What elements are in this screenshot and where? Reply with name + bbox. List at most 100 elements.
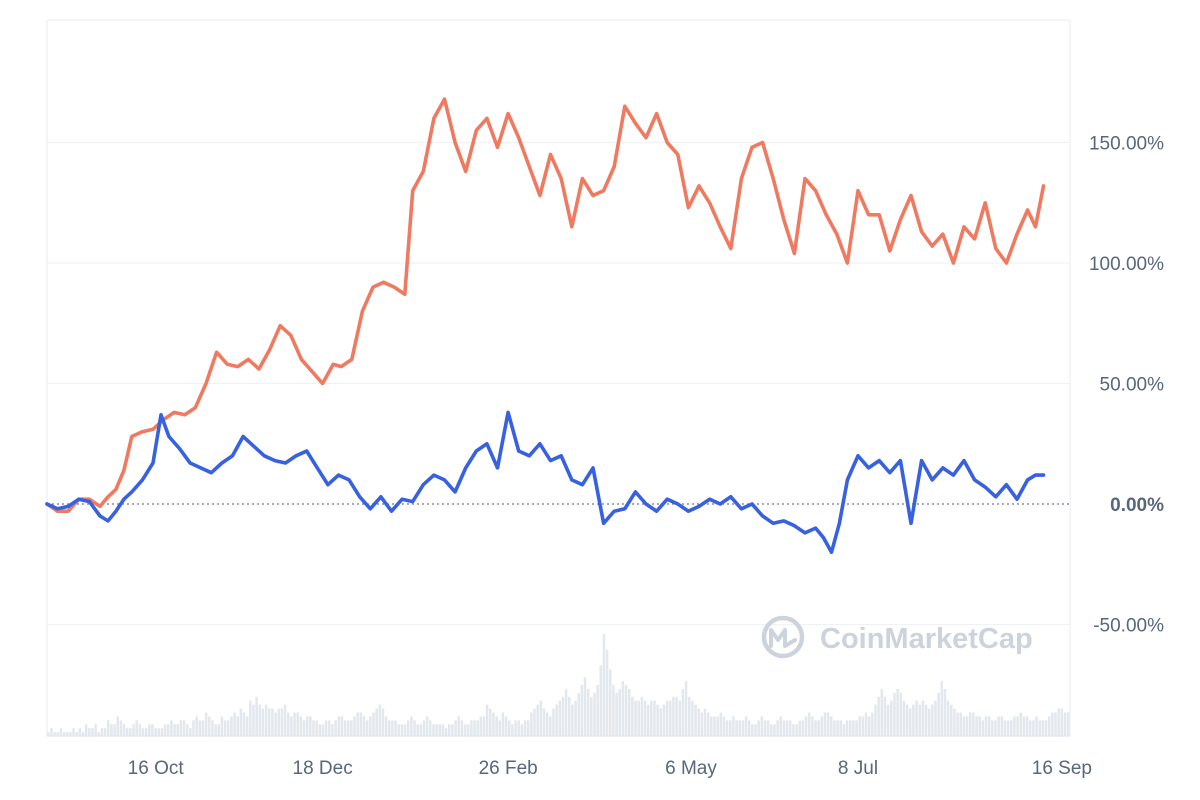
volume-bar — [350, 720, 353, 736]
volume-bar — [217, 724, 221, 736]
volume-bar — [567, 696, 571, 736]
volume-bars — [47, 634, 1070, 736]
volume-bar — [463, 724, 467, 736]
volume-bar — [700, 712, 704, 736]
volume-bar — [520, 724, 524, 736]
volume-bar — [261, 708, 265, 736]
volume-bar — [1028, 720, 1032, 736]
volume-bar — [195, 716, 198, 736]
volume-bar — [119, 720, 123, 736]
y-tick-label: 0.00% — [1110, 495, 1164, 516]
volume-bar — [305, 716, 309, 736]
volume-bar — [394, 720, 397, 736]
volume-bar — [1060, 708, 1064, 736]
volume-bar — [132, 724, 135, 736]
volume-bar — [182, 720, 186, 736]
volume-bar — [912, 704, 915, 736]
volume-bar — [201, 720, 205, 736]
volume-bar — [334, 720, 337, 736]
volume-bar — [69, 732, 72, 736]
volume-bar — [103, 728, 107, 736]
volume-bar — [1063, 712, 1067, 736]
volume-bar — [391, 720, 394, 736]
volume-bar — [214, 724, 217, 736]
volume-bar — [1066, 712, 1070, 736]
volume-bar — [226, 720, 230, 736]
volume-bar — [457, 716, 460, 736]
volume-bar — [492, 712, 495, 736]
volume-bar — [792, 724, 795, 736]
volume-bar — [498, 720, 502, 736]
volume-bar — [763, 720, 767, 736]
volume-bar — [782, 720, 786, 736]
volume-bar — [747, 720, 751, 736]
volume-bar — [811, 716, 814, 736]
volume-bar — [125, 728, 129, 736]
volume-bar — [302, 720, 306, 736]
volume-bar — [596, 685, 599, 736]
volume-bar — [766, 720, 770, 736]
volume-bar — [501, 712, 505, 736]
volume-bar — [994, 720, 997, 736]
volume-bar — [729, 720, 732, 736]
volume-bar — [864, 712, 868, 736]
volume-bar — [444, 728, 448, 736]
volume-bar — [833, 720, 836, 736]
volume-bar — [264, 704, 268, 736]
volume-bar — [776, 720, 779, 736]
series-lines[interactable] — [45, 97, 1046, 554]
volume-bar — [1041, 720, 1045, 736]
volume-bar — [274, 712, 277, 736]
volume-bar — [144, 728, 148, 736]
volume-bar — [650, 700, 653, 736]
volume-bar — [706, 712, 710, 736]
volume-bar — [681, 688, 685, 736]
volume-bar — [179, 720, 183, 736]
volume-bar — [997, 716, 1000, 736]
volume-bar — [921, 700, 925, 736]
volume-bar — [495, 716, 498, 736]
volume-bar — [489, 708, 492, 736]
volume-bar — [1047, 716, 1051, 736]
volume-bar — [905, 704, 909, 736]
volume-bar — [62, 732, 66, 736]
volume-bar — [372, 712, 375, 736]
volume-bar — [820, 716, 824, 736]
volume-bar — [1038, 720, 1041, 736]
volume-bar — [590, 696, 593, 736]
volume-bar — [580, 685, 584, 736]
volume-bar — [987, 716, 991, 736]
volume-bar — [1019, 712, 1023, 736]
volume-bar — [902, 700, 906, 736]
volume-bar — [981, 720, 985, 736]
volume-bar — [84, 724, 88, 736]
volume-bar — [220, 716, 224, 736]
volume-bar — [189, 728, 192, 736]
volume-bar — [485, 704, 489, 736]
volume-bar — [1022, 716, 1026, 736]
volume-bar — [697, 708, 700, 736]
volume-bar — [312, 720, 315, 736]
volume-bar — [561, 696, 565, 736]
volume-bar — [356, 712, 359, 736]
volume-bar — [1044, 720, 1048, 736]
volume-bar — [852, 720, 855, 736]
volume-bar — [770, 724, 773, 736]
series-line-blue[interactable] — [45, 410, 1046, 554]
volume-bar — [593, 692, 596, 736]
volume-bar — [397, 724, 400, 736]
volume-bar — [665, 700, 669, 736]
volume-bar — [198, 720, 202, 736]
volume-bar — [425, 716, 429, 736]
volume-bar — [141, 728, 145, 736]
series-line-orange[interactable] — [45, 97, 1046, 513]
volume-bar — [192, 720, 195, 736]
volume-bar — [116, 716, 119, 736]
volume-bar — [599, 665, 603, 736]
x-tick-label: 16 Oct — [128, 758, 185, 779]
grid-lines — [47, 141, 1070, 626]
watermark: CoinMarketCap — [761, 615, 1033, 659]
coinmarketcap-logo-icon — [761, 615, 805, 659]
volume-bar — [915, 700, 918, 736]
